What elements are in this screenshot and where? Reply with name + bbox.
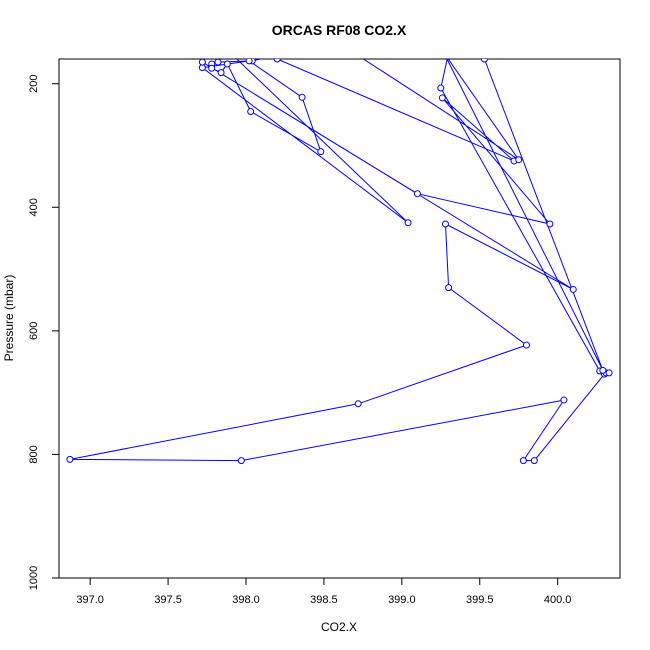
x-tick-label: 397.5: [154, 594, 182, 606]
data-point: [605, 369, 613, 377]
data-point: [515, 156, 523, 164]
data-point: [198, 59, 206, 66]
data-point: [560, 396, 568, 404]
x-tick-label: 399.0: [388, 594, 416, 606]
x-tick-label: 398.5: [310, 594, 338, 606]
data-point: [237, 457, 245, 465]
data-point: [273, 59, 281, 63]
data-point: [446, 50, 452, 56]
data-point: [357, 49, 363, 55]
y-axis: 200 400 600 800 1000: [28, 75, 60, 590]
data-point: [329, 50, 335, 56]
x-tick-label: 400.0: [544, 594, 572, 606]
data-point: [437, 84, 445, 92]
data-point: [530, 457, 538, 465]
y-axis-label: Pressure (mbar): [2, 275, 16, 362]
data-point: [438, 94, 446, 102]
data-point: [354, 400, 362, 408]
data-point: [523, 341, 530, 349]
data-point: [441, 50, 447, 56]
data-point: [441, 220, 449, 228]
data-point: [231, 59, 236, 60]
data-point: [445, 284, 453, 292]
data-point: [247, 108, 255, 116]
x-tick-label: 399.5: [466, 594, 494, 606]
data-point: [413, 190, 421, 198]
data-point: [317, 148, 325, 156]
x-tick-label: 398.0: [232, 594, 260, 606]
x-tick-label: 397.0: [76, 594, 104, 606]
y-tick-label: 400: [28, 198, 40, 216]
data-point: [214, 59, 222, 66]
data-point: [546, 220, 554, 228]
data-point: [245, 59, 253, 65]
data-point: [349, 49, 355, 55]
data-point: [480, 59, 488, 63]
series-layer: [66, 45, 613, 465]
data-point: [277, 45, 283, 51]
data-point: [272, 59, 276, 60]
data-point: [298, 93, 306, 101]
series-line: [69, 59, 610, 462]
data-point: [519, 457, 527, 465]
data-point: [223, 60, 231, 68]
data-point: [404, 219, 412, 227]
chart-title: ORCAS RF08 CO2.X: [272, 22, 407, 38]
data-point: [569, 285, 577, 293]
data-point: [66, 455, 74, 463]
data-point: [217, 69, 225, 77]
data-point: [208, 64, 216, 72]
y-tick-label: 800: [28, 445, 40, 463]
x-axis: 397.0 397.5 398.0 398.5 399.0 399.5 400.0: [76, 577, 572, 606]
plot-frame: [58, 58, 621, 579]
y-tick-label: 1000: [28, 566, 40, 590]
x-axis-label: CO2.X: [321, 620, 357, 634]
y-tick-label: 200: [28, 75, 40, 93]
y-tick-label: 600: [28, 322, 40, 340]
data-point: [599, 366, 607, 374]
